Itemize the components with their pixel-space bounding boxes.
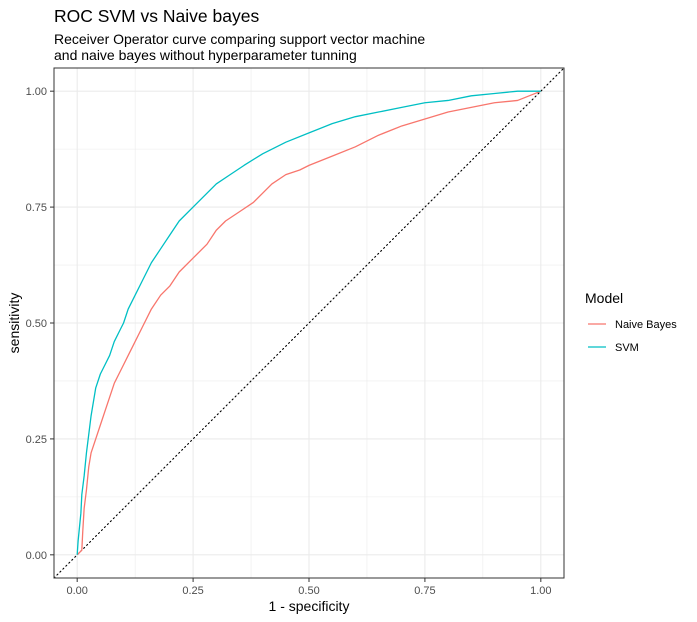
- x-tick-label: 0.25: [182, 585, 203, 597]
- y-axis: 0.00 0.25 0.50 0.75 1.00: [26, 86, 54, 562]
- x-tick-label: 0.75: [414, 585, 435, 597]
- reference-diagonal-line: [53, 67, 565, 579]
- series-layer: [76, 90, 542, 556]
- legend: Model Naive Bayes SVM: [585, 290, 677, 354]
- y-tick-label: 0.25: [26, 434, 47, 446]
- y-tick-label: 0.00: [26, 550, 47, 562]
- y-tick-label: 1.00: [26, 86, 47, 98]
- x-tick-label: 0.50: [298, 585, 319, 597]
- series-line-naive-bayes: [76, 90, 542, 556]
- chart-subtitle: Receiver Operator curve comparing suppor…: [54, 31, 426, 63]
- legend-label: SVM: [615, 342, 639, 354]
- series-line-svm: [76, 90, 541, 555]
- x-axis: 0.00 0.25 0.50 0.75 1.00: [66, 578, 552, 597]
- legend-title: Model: [585, 290, 623, 306]
- x-tick-label: 1.00: [530, 585, 551, 597]
- y-tick-label: 0.50: [26, 318, 47, 330]
- reference-layer: [53, 67, 565, 579]
- y-tick-label: 0.75: [26, 202, 47, 214]
- y-axis-title: sensitivity: [6, 293, 22, 354]
- x-axis-title: 1 - specificity: [269, 598, 350, 614]
- chart-title: ROC SVM vs Naive bayes: [54, 6, 260, 26]
- x-tick-label: 0.00: [66, 585, 87, 597]
- grid-major: [54, 68, 564, 578]
- legend-label: Naive Bayes: [615, 319, 677, 331]
